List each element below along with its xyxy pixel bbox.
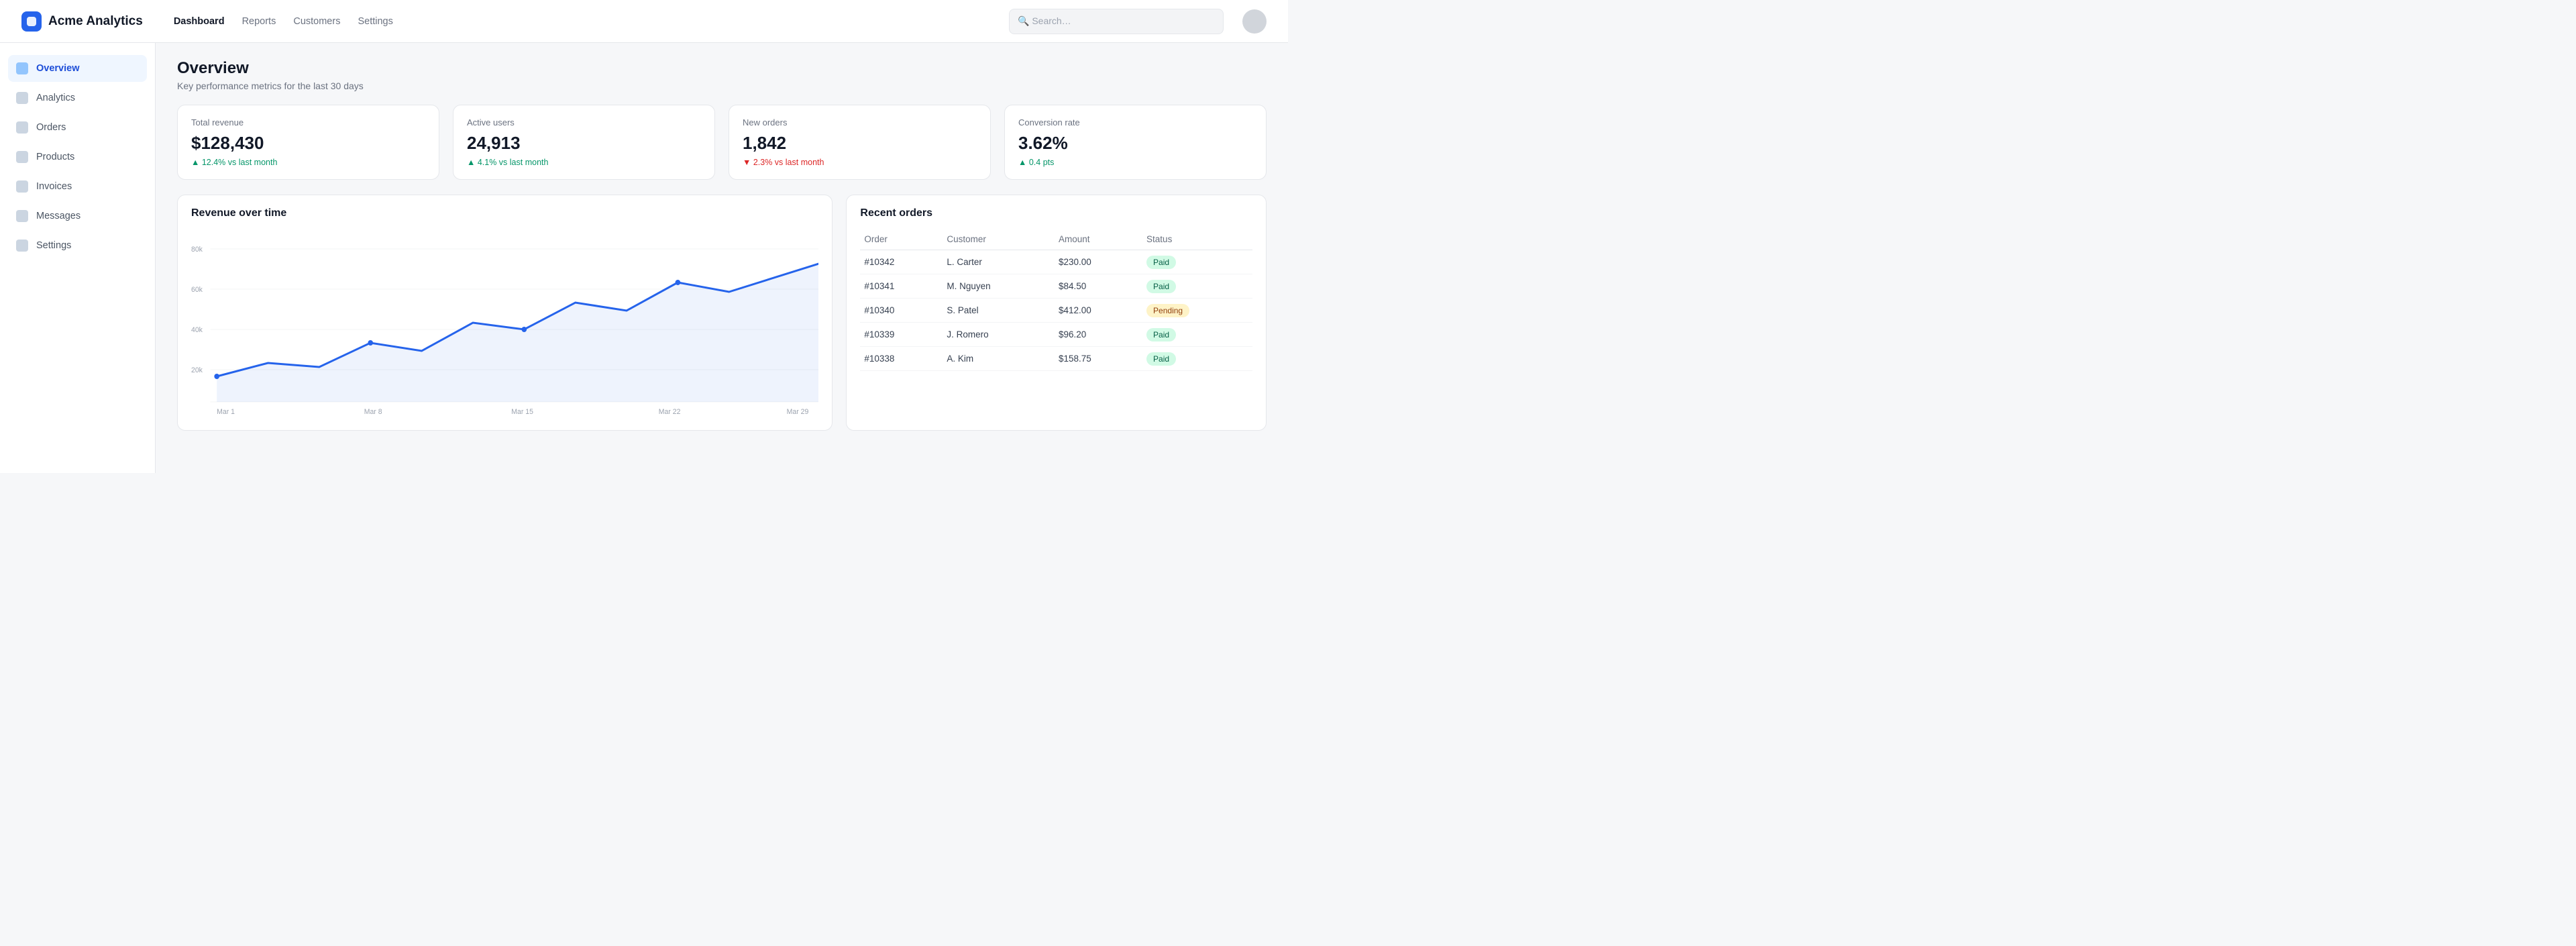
- svg-text:60k: 60k: [191, 286, 203, 294]
- svg-text:Mar 15: Mar 15: [511, 408, 533, 416]
- svg-text:Mar 8: Mar 8: [364, 408, 382, 416]
- svg-text:Mar 1: Mar 1: [217, 408, 235, 416]
- svg-text:20k: 20k: [191, 366, 203, 374]
- svg-text:40k: 40k: [191, 326, 203, 334]
- svg-text:Mar 22: Mar 22: [659, 408, 681, 416]
- svg-text:Mar 29: Mar 29: [787, 408, 809, 416]
- svg-text:80k: 80k: [191, 246, 203, 254]
